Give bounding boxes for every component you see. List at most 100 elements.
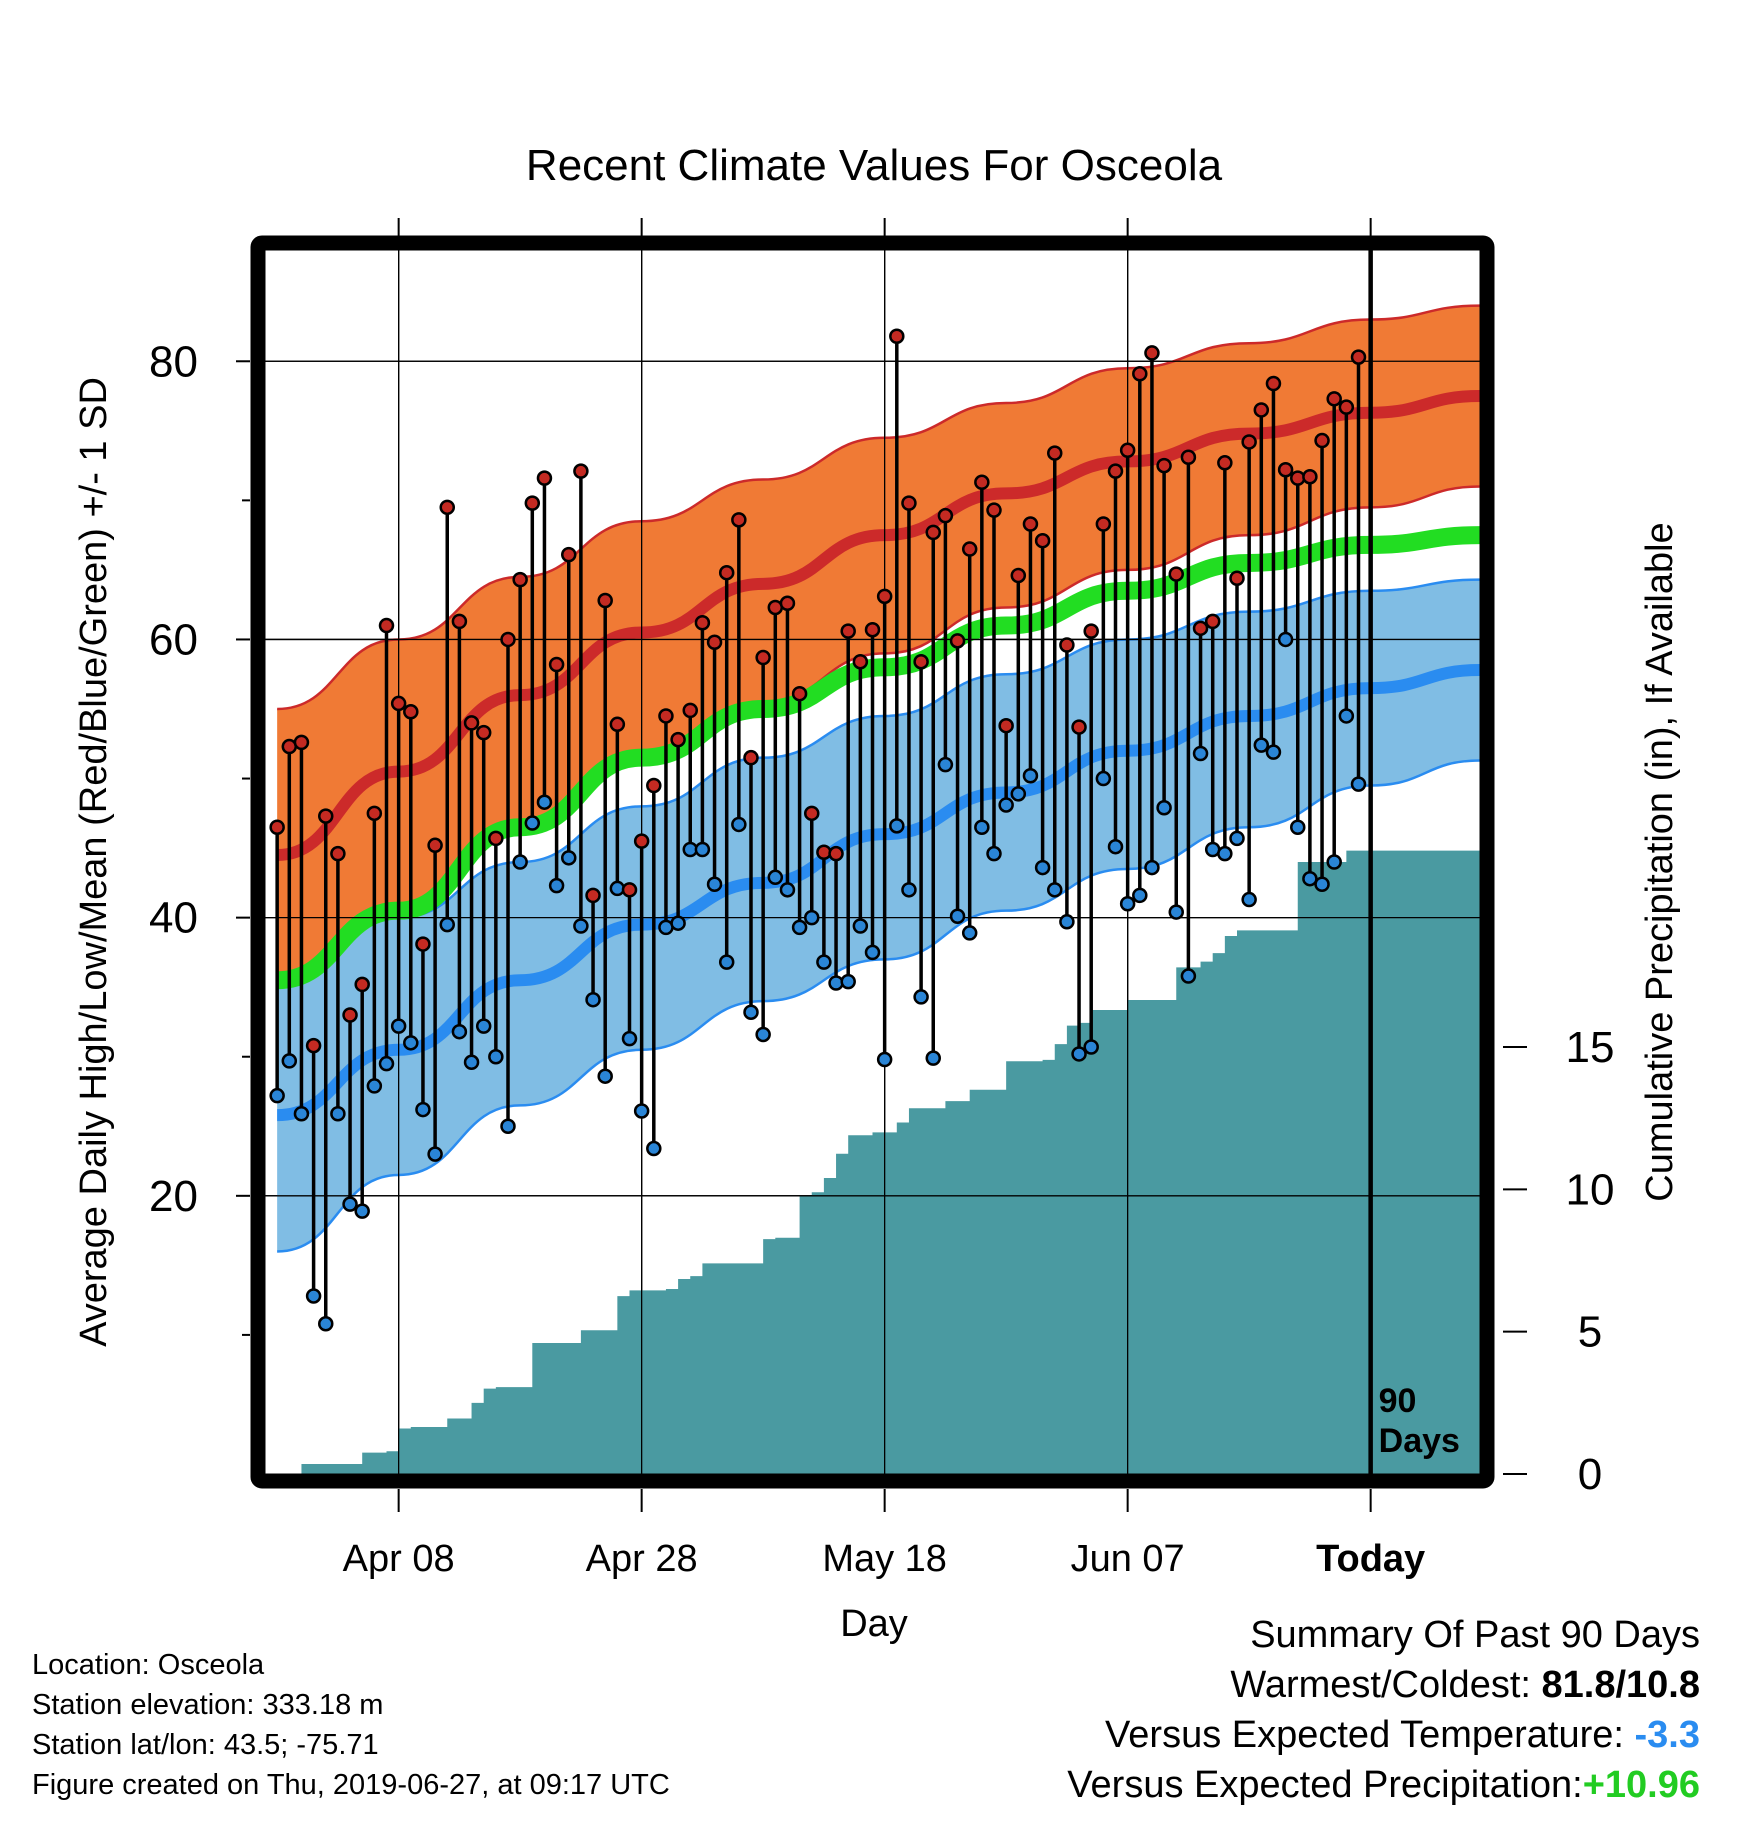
- high-point: [1277, 462, 1294, 478]
- high-point: [1326, 391, 1342, 407]
- high-point: [415, 936, 431, 952]
- low-point: [1095, 770, 1112, 787]
- low-point: [694, 841, 711, 858]
- precip-area: [277, 850, 1480, 1474]
- high-point: [536, 470, 553, 486]
- low-point: [998, 797, 1014, 813]
- high-point: [475, 724, 492, 741]
- y-tick-label: 60: [149, 615, 198, 664]
- high-point: [779, 595, 796, 612]
- low-point: [548, 877, 565, 894]
- high-point: [876, 588, 893, 605]
- low-point: [767, 869, 784, 886]
- high-point: [1168, 566, 1184, 582]
- low-point: [621, 1030, 638, 1047]
- high-point: [889, 328, 905, 344]
- high-point: [621, 882, 638, 898]
- high-point: [1192, 620, 1209, 637]
- high-point: [998, 717, 1014, 734]
- y2-tick-label: 5: [1578, 1308, 1602, 1357]
- high-point: [342, 1007, 358, 1023]
- high-point: [1095, 516, 1112, 532]
- low-point: [451, 1023, 468, 1040]
- summary-heading: Summary Of Past 90 Days: [1250, 1614, 1700, 1656]
- high-point: [743, 749, 759, 766]
- low-point: [1144, 859, 1160, 876]
- summary-precip: Versus Expected Precipitation:+10.96: [800, 1760, 1700, 1810]
- low-point: [731, 816, 747, 833]
- low-point: [318, 1316, 334, 1332]
- high-point: [694, 615, 711, 631]
- low-point: [1229, 830, 1245, 847]
- high-point: [1302, 468, 1318, 485]
- low-point: [330, 1106, 346, 1122]
- low-point: [403, 1035, 419, 1051]
- low-point: [1119, 895, 1136, 912]
- low-point: [755, 1026, 771, 1043]
- low-point: [937, 756, 954, 773]
- low-point: [986, 845, 1002, 862]
- high-point: [925, 524, 941, 541]
- low-point: [1047, 882, 1063, 898]
- low-point: [816, 954, 832, 970]
- high-point: [1034, 532, 1051, 549]
- high-point: [840, 623, 856, 639]
- low-point: [1338, 708, 1355, 724]
- low-point: [791, 919, 808, 936]
- low-point: [633, 1103, 650, 1119]
- high-point: [852, 653, 869, 670]
- high-point: [1107, 463, 1124, 479]
- high-point: [378, 617, 395, 634]
- low-point: [852, 918, 869, 934]
- low-point: [864, 944, 881, 961]
- low-point: [1180, 968, 1197, 984]
- low-sd-band: [277, 579, 1480, 1252]
- high-point: [573, 463, 589, 479]
- warm-cold-value: 81.8/10.8: [1541, 1664, 1700, 1706]
- today-label: Days: [1379, 1422, 1460, 1460]
- low-point: [840, 973, 856, 990]
- high-point: [974, 474, 990, 491]
- low-mean-line: [276, 664, 1480, 1122]
- low-point: [1022, 768, 1039, 784]
- x-tick-label: Apr 28: [586, 1538, 698, 1580]
- high-point: [451, 613, 468, 630]
- y2-tick-label: 0: [1578, 1450, 1602, 1499]
- low-point: [1241, 891, 1257, 908]
- low-point: [488, 1048, 504, 1065]
- chart-title: Recent Climate Values For Osceola: [526, 141, 1223, 190]
- low-point: [524, 815, 541, 831]
- high-point: [1022, 516, 1039, 532]
- low-point: [889, 818, 905, 834]
- low-point: [573, 918, 589, 934]
- high-point: [305, 1037, 322, 1054]
- low-point: [646, 1140, 662, 1157]
- low-point: [293, 1106, 310, 1122]
- high-point: [1241, 434, 1257, 450]
- high-point: [366, 805, 383, 822]
- high-point: [403, 704, 419, 720]
- low-point: [718, 954, 735, 970]
- low-point: [925, 1050, 941, 1066]
- x-tick-label: Jun 07: [1071, 1538, 1185, 1580]
- low-point: [1253, 737, 1270, 753]
- low-point: [743, 1004, 759, 1020]
- axes: Apr 08 Apr 28 May 18 Jun 07 Today 20 40 60 80 0 5 1…: [149, 218, 1614, 1580]
- low-point: [1010, 786, 1027, 802]
- low-point: [305, 1288, 322, 1304]
- low-point: [1217, 845, 1233, 862]
- y-tick-label: 80: [149, 337, 198, 386]
- low-point: [561, 850, 577, 866]
- high-point: [682, 702, 698, 719]
- low-point: [536, 794, 553, 810]
- low-point: [913, 989, 929, 1005]
- low-point: [1314, 876, 1330, 893]
- created-text: Figure created on Thu, 2019-06-27, at 09…: [32, 1769, 670, 1801]
- low-point: [706, 876, 723, 893]
- high-point: [548, 656, 565, 673]
- location-text: Location: Osceola: [32, 1649, 265, 1681]
- high-point: [1059, 637, 1075, 653]
- high-upper-edge: [277, 304, 1480, 711]
- high-point: [901, 495, 917, 511]
